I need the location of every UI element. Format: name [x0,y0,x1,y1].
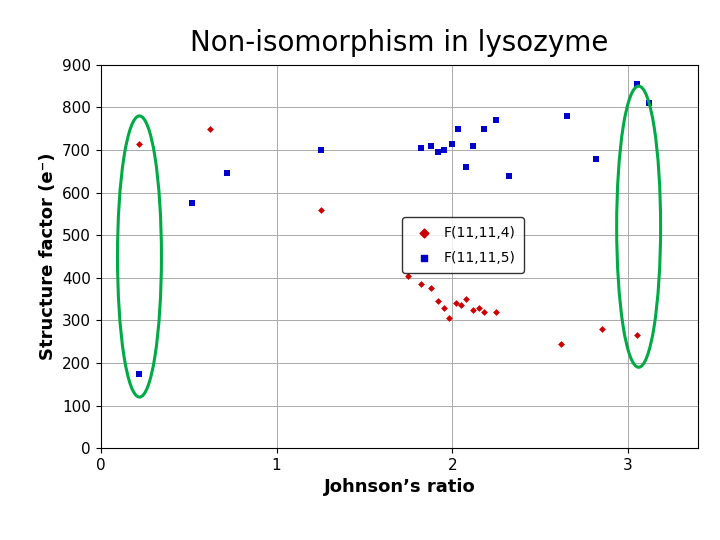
Point [450,299,462,308]
Point [490,308,502,316]
Point [452,124,464,133]
Point [446,139,458,148]
Point [433,148,444,157]
Point [222,169,233,178]
Title: Non-isomorphism in lysozyme: Non-isomorphism in lysozyme [190,29,609,57]
Point [134,369,145,378]
Point [556,340,567,348]
Point [186,199,198,207]
Point [315,146,326,154]
Point [478,124,490,133]
Point [204,124,215,133]
Point [134,139,145,148]
Point [473,303,485,312]
Point [455,301,467,310]
Point [426,284,437,293]
Point [426,141,437,150]
Point [438,303,449,312]
Y-axis label: Structure factor (e⁻): Structure factor (e⁻) [39,153,57,360]
Point [561,112,572,120]
Point [443,314,454,322]
Point [590,154,602,163]
Point [402,271,414,280]
Point [461,163,472,171]
X-axis label: Johnson’s ratio: Johnson’s ratio [324,478,475,496]
Point [631,331,643,340]
Legend: F(11,11,4), F(11,11,5): F(11,11,4), F(11,11,5) [402,218,524,273]
Point [503,171,514,180]
Point [468,141,480,150]
Point [415,144,426,152]
Point [438,146,449,154]
Point [490,116,502,125]
Point [415,280,426,288]
Point [644,99,655,107]
Point [315,205,326,214]
Point [631,79,643,88]
Point [468,306,480,314]
Point [478,308,490,316]
Point [461,295,472,303]
Point [433,297,444,306]
Point [596,325,608,333]
